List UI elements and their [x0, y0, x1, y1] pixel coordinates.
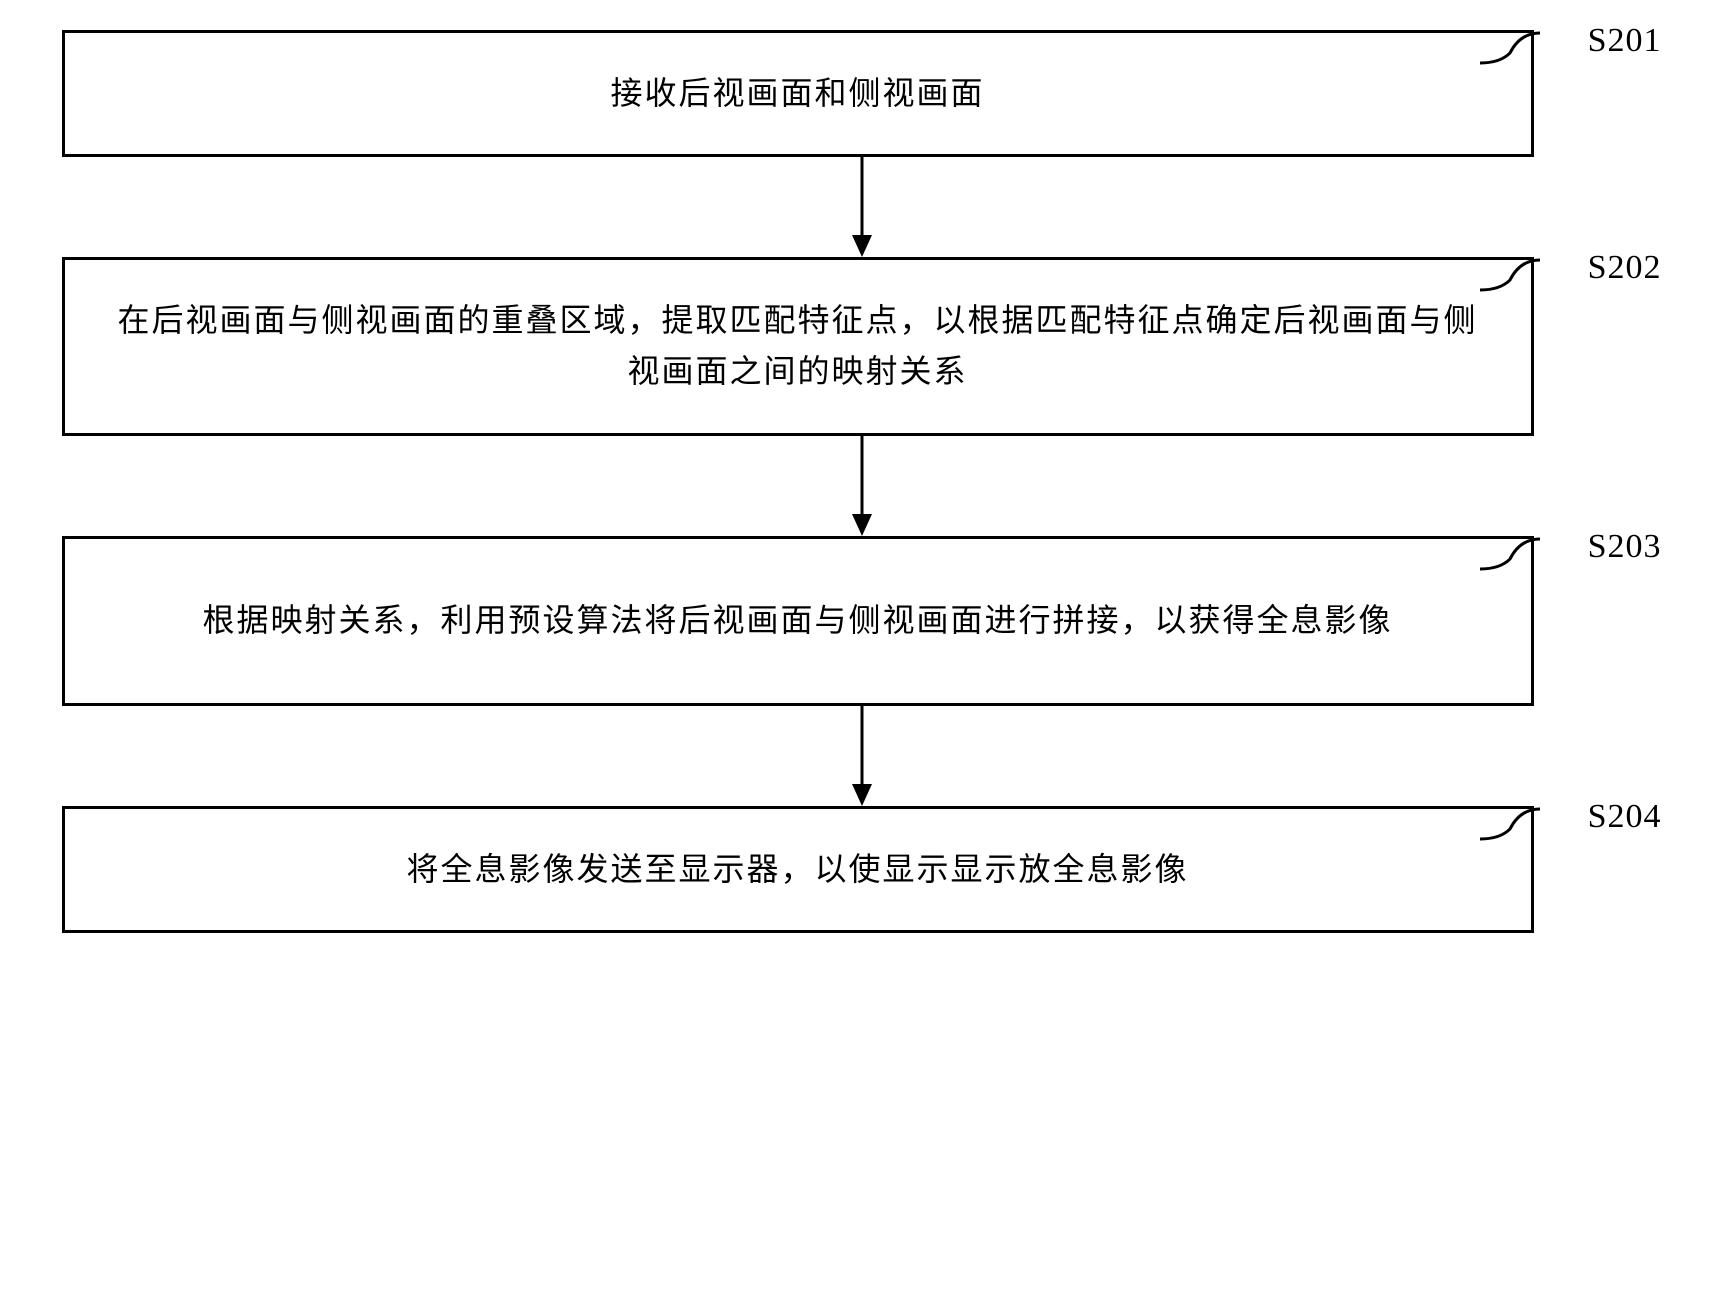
step-wrapper-s204: 将全息影像发送至显示器，以使显示显示放全息影像 S204	[62, 806, 1662, 933]
step-text-s202: 在后视画面与侧视画面的重叠区域，提取匹配特征点，以根据匹配特征点确定后视画面与侧…	[115, 295, 1481, 397]
arrow-down-icon	[847, 706, 877, 806]
step-wrapper-s203: 根据映射关系，利用预设算法将后视画面与侧视画面进行拼接，以获得全息影像 S203	[62, 536, 1662, 706]
step-wrapper-s201: 接收后视画面和侧视画面 S201	[62, 30, 1662, 157]
step-label-s201: S201	[1588, 22, 1662, 60]
step-text-s204: 将全息影像发送至显示器，以使显示显示放全息影像	[406, 844, 1188, 895]
step-box-s203: 根据映射关系，利用预设算法将后视画面与侧视画面进行拼接，以获得全息影像	[62, 536, 1534, 706]
step-wrapper-s202: 在后视画面与侧视画面的重叠区域，提取匹配特征点，以根据匹配特征点确定后视画面与侧…	[62, 257, 1662, 435]
connector-curve-s204	[1480, 804, 1550, 854]
arrow-2	[126, 436, 1598, 536]
arrow-1	[126, 157, 1598, 257]
flowchart-container: 接收后视画面和侧视画面 S201 在后视画面与侧视画面的重叠区域，提取匹配特征点…	[62, 30, 1662, 933]
connector-curve-s202	[1480, 255, 1550, 305]
step-text-s203: 根据映射关系，利用预设算法将后视画面与侧视画面进行拼接，以获得全息影像	[202, 595, 1392, 646]
arrow-3	[126, 706, 1598, 806]
arrow-down-icon	[847, 436, 877, 536]
step-label-s204: S204	[1588, 798, 1662, 836]
step-box-s201: 接收后视画面和侧视画面	[62, 30, 1534, 157]
step-label-s202: S202	[1588, 249, 1662, 287]
step-box-s204: 将全息影像发送至显示器，以使显示显示放全息影像	[62, 806, 1534, 933]
connector-curve-s201	[1480, 28, 1550, 78]
step-text-s201: 接收后视画面和侧视画面	[610, 68, 984, 119]
step-label-s203: S203	[1588, 528, 1662, 566]
step-box-s202: 在后视画面与侧视画面的重叠区域，提取匹配特征点，以根据匹配特征点确定后视画面与侧…	[62, 257, 1534, 435]
arrow-down-icon	[847, 157, 877, 257]
connector-curve-s203	[1480, 534, 1550, 584]
